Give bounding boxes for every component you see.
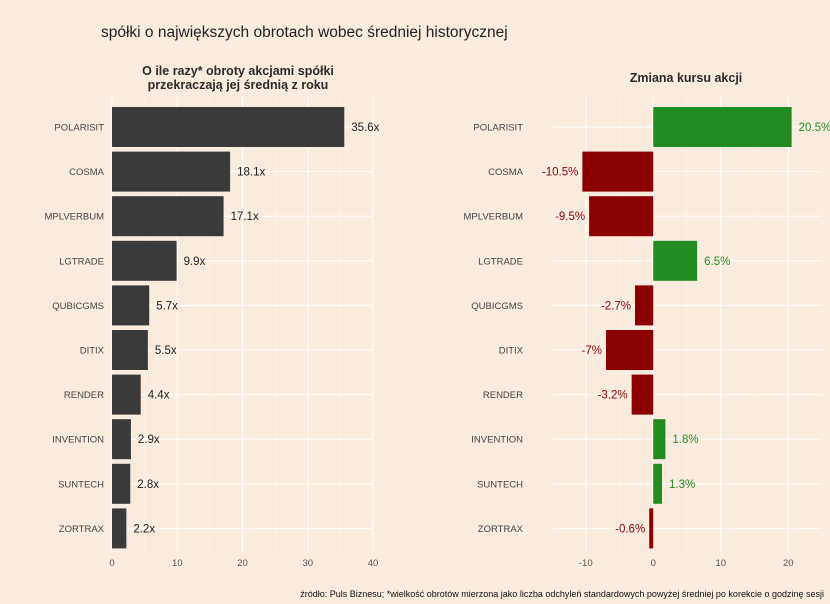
category-label: QUBICGMS (471, 301, 523, 312)
bar (649, 508, 654, 549)
bar (112, 240, 177, 281)
data-label: 2.8x (137, 479, 159, 491)
x-tick-label: 30 (302, 558, 313, 569)
bar (631, 374, 654, 415)
bar (112, 151, 231, 192)
x-tick-label: -10 (579, 558, 593, 569)
x-tick-label: 10 (715, 558, 726, 569)
bar (653, 463, 663, 504)
x-tick-label: 20 (783, 558, 794, 569)
data-label: 1.3% (669, 479, 695, 491)
category-label: COSMA (488, 167, 524, 178)
category-label: INVENTION (471, 435, 523, 446)
bar (112, 374, 141, 415)
category-label: MPLVERBUM (45, 212, 105, 223)
bar (112, 196, 224, 237)
x-tick-label: 10 (172, 558, 183, 569)
data-label: 2.9x (138, 434, 160, 446)
x-tick-label: 20 (237, 558, 248, 569)
x-tick-label: 40 (368, 558, 379, 569)
data-label: 17.1x (231, 211, 259, 223)
category-label: RENDER (64, 390, 104, 401)
bar (112, 330, 148, 370)
data-label: 4.4x (148, 390, 170, 402)
data-label: 35.6x (351, 122, 379, 134)
data-label: 5.7x (156, 300, 178, 312)
category-label: DITIX (499, 346, 524, 357)
data-label: -10.5% (542, 167, 578, 179)
bar (653, 107, 792, 147)
chart-caption: źródło: Puls Biznesu; *wielkość obrotów … (300, 589, 824, 599)
data-label: 5.5x (155, 345, 177, 357)
category-label: POLARISIT (54, 123, 104, 134)
bar (112, 107, 345, 147)
data-label: -7% (582, 345, 602, 357)
x-tick-label: 0 (651, 558, 656, 569)
category-label: SUNTECH (58, 479, 104, 490)
category-label: ZORTRAX (59, 524, 105, 535)
data-label: -2.7% (601, 300, 631, 312)
category-label: MPLVERBUM (464, 212, 524, 223)
category-label: LGTRADE (478, 256, 523, 267)
bar (112, 508, 127, 549)
bar (112, 285, 150, 326)
bar (653, 240, 698, 281)
bar (582, 151, 654, 192)
bar (653, 419, 666, 460)
x-tick-label: 0 (109, 558, 114, 569)
category-label: INVENTION (52, 435, 104, 446)
bar (635, 285, 654, 326)
price-change-panel: -10 0 10 20 Zmiana kursu akcji POLARISIT 20.5%… (464, 71, 830, 569)
category-label: POLARISIT (473, 123, 523, 134)
bar (606, 330, 654, 370)
data-label: -0.6% (615, 523, 645, 535)
category-label: DITIX (80, 346, 105, 357)
data-label: -3.2% (598, 390, 628, 402)
panel-title: Zmiana kursu akcji (630, 71, 743, 85)
data-label: 2.2x (133, 523, 155, 535)
data-label: 9.9x (184, 256, 206, 268)
panel-title: przekraczają jej średnią z roku (148, 78, 329, 92)
category-label: ZORTRAX (478, 524, 524, 535)
category-label: COSMA (69, 167, 105, 178)
category-label: QUBICGMS (52, 301, 104, 312)
data-label: 18.1x (237, 167, 265, 179)
data-label: 1.8% (672, 434, 698, 446)
category-label: LGTRADE (59, 256, 104, 267)
bar (589, 196, 654, 237)
chart-title: spółki o największych obrotach wobec śre… (101, 24, 508, 41)
data-label: -9.5% (555, 211, 585, 223)
data-label: 6.5% (704, 256, 730, 268)
category-label: RENDER (483, 390, 523, 401)
bar (112, 463, 131, 504)
turnover-panel: 0 10 20 30 40 O ile razy* obroty akcjami spół… (45, 64, 380, 569)
category-label: SUNTECH (477, 479, 523, 490)
panel-title: O ile razy* obroty akcjami spółki (142, 64, 334, 78)
data-label: 20.5% (799, 122, 830, 134)
bar (112, 419, 131, 460)
